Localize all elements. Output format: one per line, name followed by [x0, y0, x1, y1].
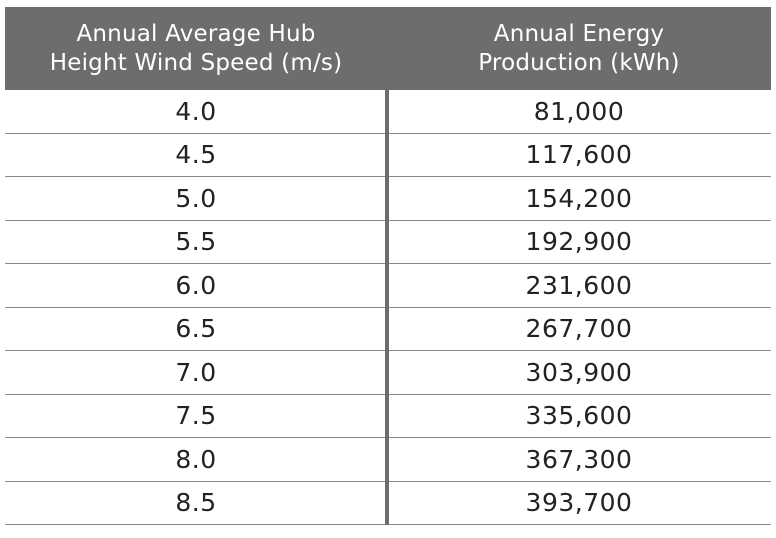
wind-speed-cell: 7.0	[175, 357, 217, 387]
table-body: 4.0 81,000 4.5 117,600 5.0 154,200 5.5 1…	[5, 90, 771, 525]
energy-production-cell: 335,600	[525, 401, 633, 431]
energy-production-cell: 393,700	[525, 488, 633, 518]
wind-speed-cell: 6.0	[175, 270, 217, 300]
column-divider	[385, 90, 389, 525]
energy-production-cell: 367,300	[525, 444, 633, 474]
energy-production-cell: 303,900	[525, 357, 633, 387]
energy-production-cell: 117,600	[525, 140, 633, 170]
wind-speed-cell: 7.5	[175, 401, 217, 431]
wind-speed-cell: 5.0	[175, 183, 217, 213]
wind-speed-cell: 4.5	[175, 140, 217, 170]
energy-production-cell: 231,600	[525, 270, 633, 300]
wind-energy-table: Annual Average Hub Height Wind Speed (m/…	[5, 7, 771, 525]
energy-production-cell: 192,900	[525, 227, 633, 257]
header-wind-speed: Annual Average Hub Height Wind Speed (m/…	[49, 20, 343, 76]
energy-production-cell: 154,200	[525, 183, 633, 213]
header-energy-production: Annual Energy Production (kWh)	[478, 20, 680, 76]
wind-speed-cell: 8.5	[175, 488, 217, 518]
table-row: 6.5 267,700	[5, 308, 771, 351]
wind-speed-cell: 4.0	[175, 96, 217, 126]
table-row: 5.5 192,900	[5, 221, 771, 264]
energy-production-cell: 267,700	[525, 314, 633, 344]
energy-production-cell: 81,000	[533, 96, 625, 126]
wind-speed-cell: 5.5	[175, 227, 217, 257]
table-header: Annual Average Hub Height Wind Speed (m/…	[5, 7, 771, 90]
wind-speed-cell: 8.0	[175, 444, 217, 474]
wind-speed-cell: 6.5	[175, 314, 217, 344]
